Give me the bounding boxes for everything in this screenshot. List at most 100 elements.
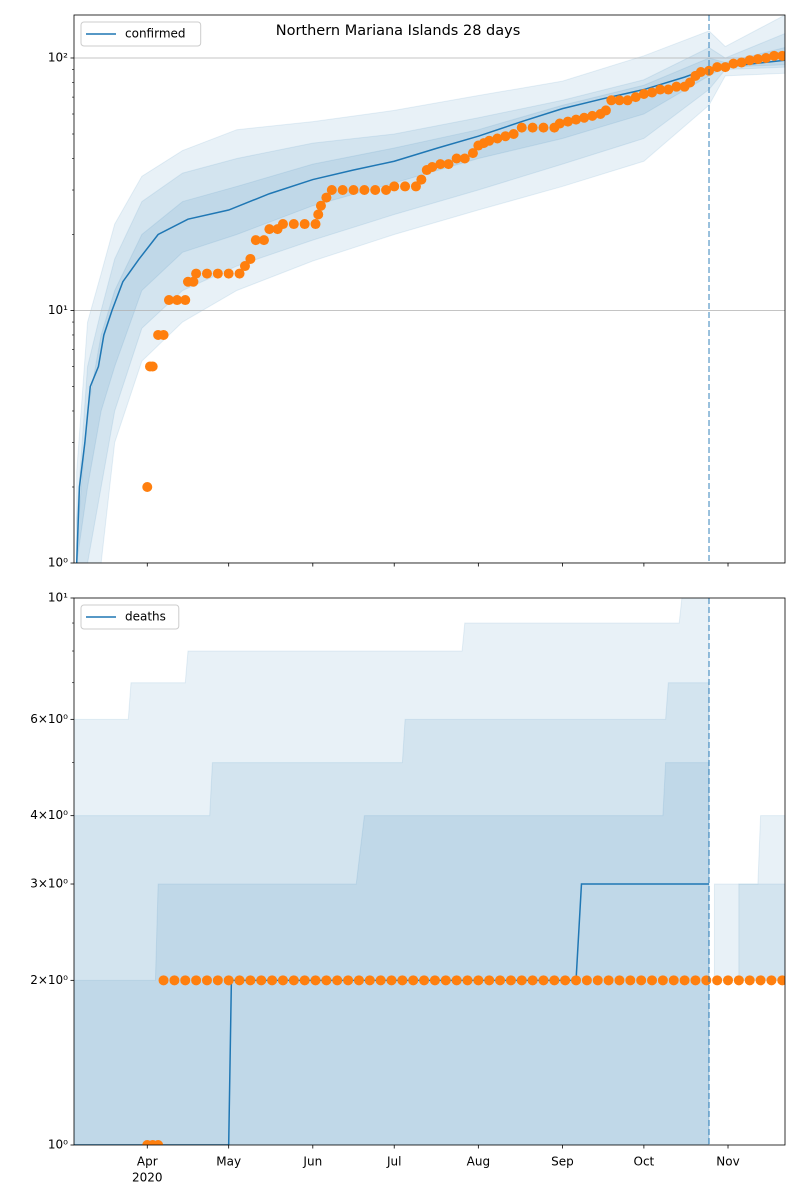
observed-point [201, 975, 212, 986]
observed-point [484, 135, 495, 146]
observed-point [264, 224, 275, 235]
observed-point [755, 975, 766, 986]
observed-point [321, 192, 332, 203]
observed-point [549, 975, 560, 986]
observed-point [636, 975, 647, 986]
y-tick-label: 6×10⁰ [30, 712, 68, 726]
observed-point [500, 131, 511, 142]
series-line [75, 59, 785, 563]
y-tick-label: 10⁰ [48, 556, 68, 570]
observed-point [381, 185, 392, 196]
y-tick-label: 2×10⁰ [30, 973, 68, 987]
legend: deaths [80, 604, 180, 630]
uncertainty-band [74, 598, 710, 1145]
observed-point [310, 219, 321, 230]
observed-point [277, 975, 288, 986]
observed-point [158, 329, 169, 340]
observed-point [172, 295, 183, 306]
observed-point [516, 122, 527, 133]
observed-point [234, 975, 245, 986]
plot-area [74, 598, 785, 1145]
x-tick-label: Jul [386, 1155, 401, 1169]
observed-point [625, 975, 636, 986]
observed-point [451, 975, 462, 986]
observed-point [313, 209, 324, 220]
legend-label: confirmed [125, 27, 186, 41]
observed-point [622, 95, 633, 106]
y-tick-label: 10¹ [48, 303, 68, 317]
observed-point [234, 268, 245, 279]
observed-point [321, 975, 332, 986]
observed-point [655, 84, 666, 95]
observed-point [223, 268, 234, 279]
observed-point [668, 975, 679, 986]
observed-point [310, 975, 321, 986]
observed-point [299, 975, 310, 986]
observed-point [508, 129, 519, 140]
observed-point [462, 975, 473, 986]
plot-area [74, 15, 785, 563]
x-tick-label: Aug [467, 1155, 490, 1169]
uncertainty-band [738, 883, 785, 981]
legend-label: deaths [125, 610, 166, 624]
observed-point [353, 975, 364, 986]
observed-point [769, 50, 780, 61]
observed-point [277, 219, 288, 230]
observed-point [671, 81, 682, 92]
x-tick-label: Apr [137, 1155, 158, 1169]
observed-point [348, 185, 359, 196]
observed-point [180, 295, 191, 306]
observed-point [720, 62, 731, 73]
observed-point [326, 185, 337, 196]
observed-point [315, 200, 326, 211]
x-year-label: 2020 [132, 1171, 163, 1185]
observed-point [733, 975, 744, 986]
y-tick-label: 10¹ [48, 591, 68, 605]
observed-point [332, 975, 343, 986]
observed-point [712, 62, 723, 73]
observed-point [188, 276, 199, 287]
observed-point [443, 159, 454, 170]
observed-point [256, 975, 267, 986]
observed-point [239, 261, 250, 272]
observed-point [153, 1140, 164, 1145]
observed-point [288, 219, 299, 230]
observed-point [180, 975, 191, 986]
observed-point [600, 105, 611, 116]
legend: confirmed [80, 21, 202, 47]
observed-point [467, 148, 478, 159]
observed-point [364, 975, 375, 986]
x-tick-label: Oct [634, 1155, 655, 1169]
observed-point [701, 975, 712, 986]
observed-point [603, 975, 614, 986]
observed-point [712, 975, 723, 986]
observed-point [400, 181, 411, 192]
observed-point [614, 95, 625, 106]
observed-point [223, 975, 234, 986]
observed-point [606, 95, 617, 106]
observed-point [427, 162, 438, 173]
observed-point [495, 975, 506, 986]
observed-point [560, 975, 571, 986]
x-tick-label: Nov [716, 1155, 739, 1169]
axes-frame [73, 14, 786, 564]
observed-point [191, 975, 202, 986]
axes-frame [73, 597, 786, 1146]
observed-point [201, 268, 212, 279]
observed-point [408, 975, 419, 986]
y-tick-label: 3×10⁰ [30, 877, 68, 891]
observed-point [630, 92, 641, 103]
observed-point [562, 116, 573, 127]
observed-point [288, 975, 299, 986]
observed-point [416, 174, 427, 185]
x-tick-label: May [216, 1155, 241, 1169]
x-tick-label: Jun [302, 1155, 322, 1169]
uncertainty-band [74, 682, 710, 1145]
observed-point [554, 118, 565, 129]
observed-point [527, 122, 538, 133]
observed-point [571, 975, 582, 986]
y-tick-label: 10⁰ [48, 1138, 68, 1152]
observed-point [359, 185, 370, 196]
x-tick-label: Sep [551, 1155, 574, 1169]
observed-point [212, 975, 223, 986]
